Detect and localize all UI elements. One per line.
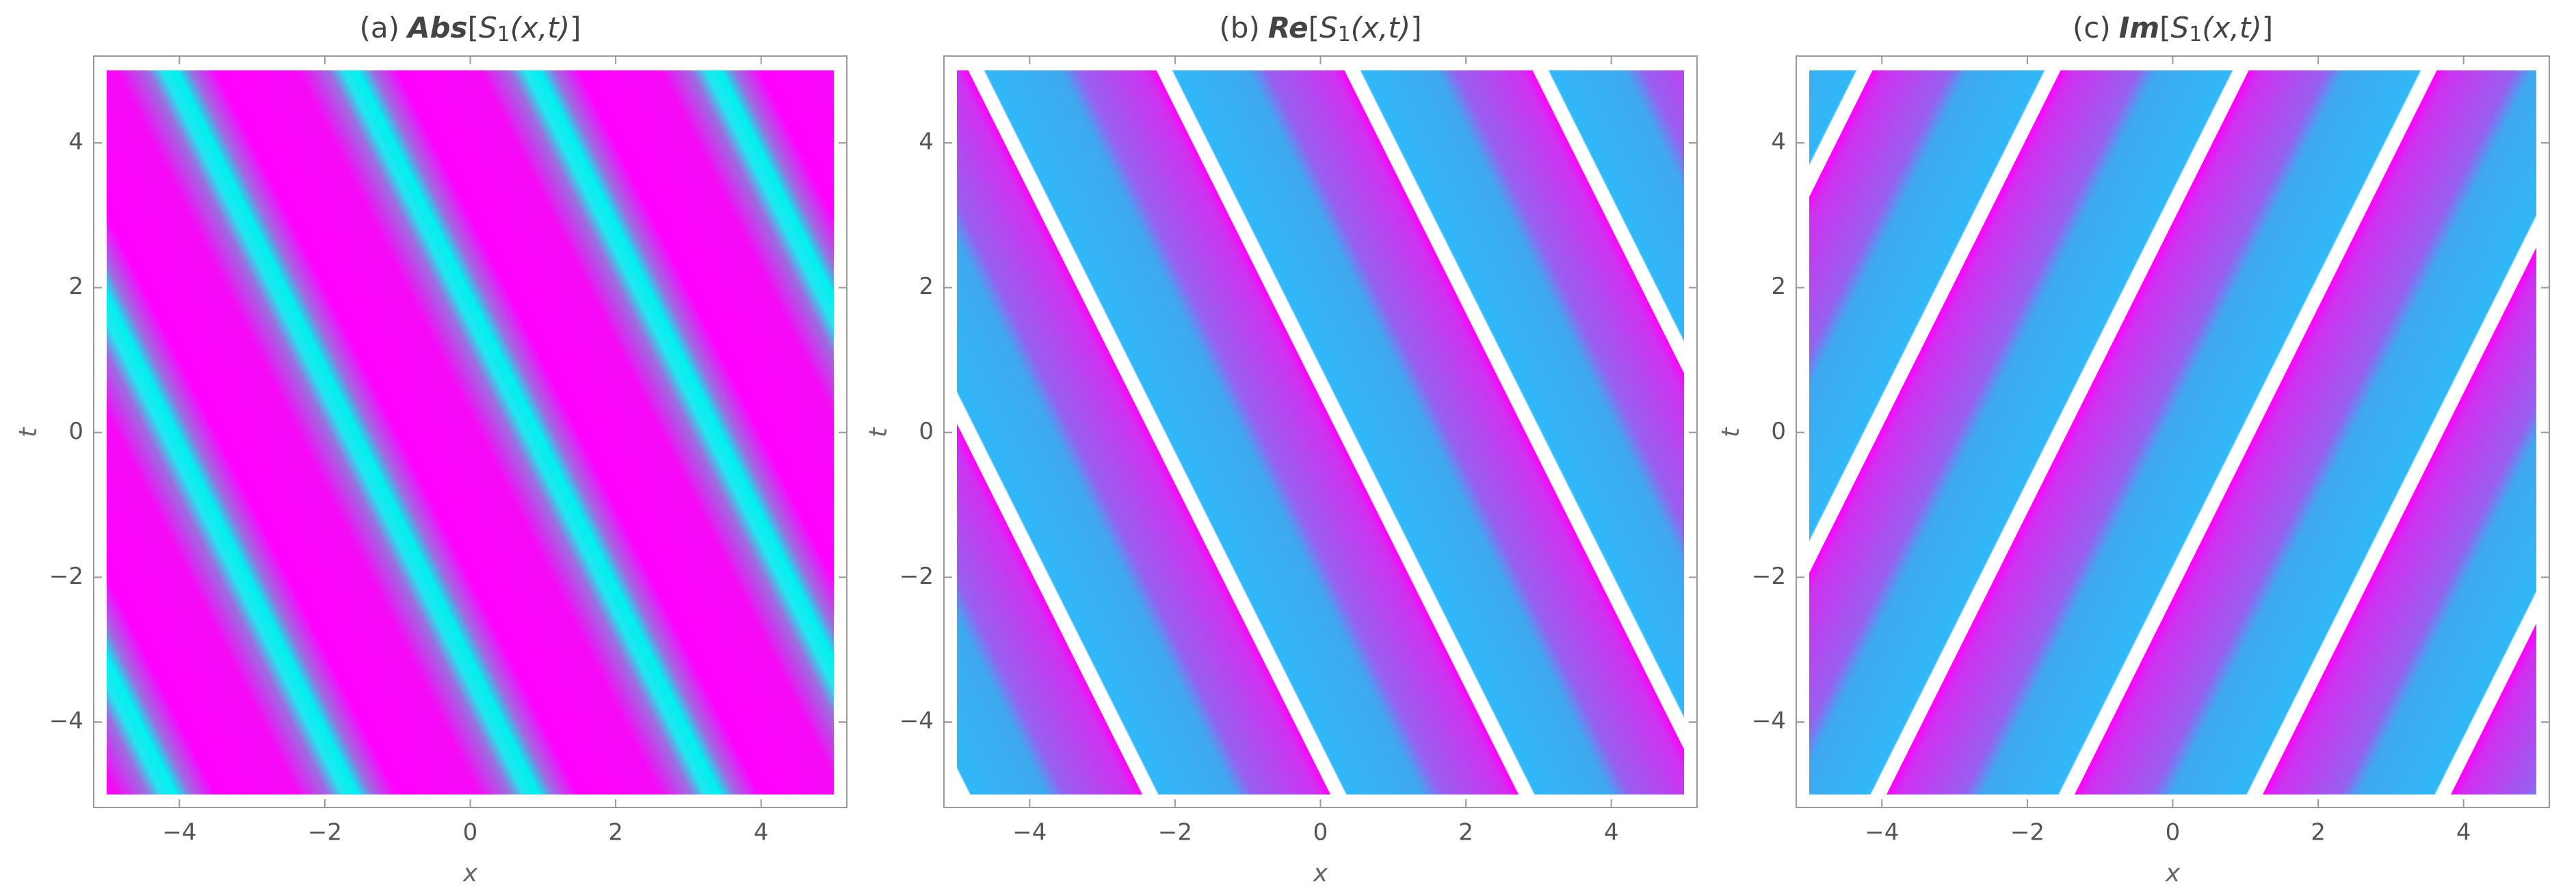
- y-tick-label: 4: [68, 128, 83, 155]
- y-tick-label: −4: [49, 708, 83, 735]
- title-label: (a): [359, 11, 399, 44]
- x-tick-label: 0: [2166, 819, 2181, 846]
- x-tick-label: 0: [463, 819, 478, 846]
- title-open: [: [2159, 11, 2170, 44]
- field: [107, 70, 834, 794]
- title-subscript: 1: [497, 23, 510, 46]
- y-tick-label: 4: [1771, 128, 1786, 155]
- x-tick-label: −4: [162, 819, 196, 846]
- x-tick-label: 4: [1604, 819, 1619, 846]
- title-operator: Abs: [406, 11, 468, 44]
- title-args: (x,t): [510, 11, 570, 44]
- panel: −4 −2 0 2 4 −4 −2 0 2 4 x t (b) Re[S1(x,t)]: [865, 11, 1698, 887]
- title-open: [: [1309, 11, 1319, 44]
- title-args: (x,t): [1351, 11, 1410, 44]
- title-symbol: S: [2171, 11, 2190, 44]
- y-axis-label: t: [1717, 427, 1745, 438]
- y-axis-label: t: [14, 427, 42, 438]
- y-tick-label: 4: [919, 128, 934, 155]
- x-tick-label: −2: [2010, 819, 2045, 846]
- title-operator: Re: [1268, 11, 1309, 44]
- title-close: ]: [1410, 11, 1421, 44]
- x-tick-label: −2: [308, 819, 342, 846]
- y-tick-label: 0: [68, 418, 83, 445]
- y-tick-label: −2: [49, 563, 83, 590]
- title-args: (x,t): [2202, 11, 2261, 44]
- x-tick-label: 4: [754, 819, 769, 846]
- x-tick-label: 4: [2456, 819, 2471, 846]
- x-tick-label: 2: [2311, 819, 2326, 846]
- title-open: [: [468, 11, 479, 44]
- y-tick-label: 2: [919, 273, 934, 300]
- title-subscript: 1: [1338, 23, 1351, 46]
- x-tick-label: 0: [1313, 819, 1328, 846]
- y-tick-label: −4: [899, 708, 934, 735]
- y-tick-label: −2: [1752, 563, 1786, 590]
- title-symbol: S: [1319, 11, 1338, 44]
- panel: −4 −2 0 2 4 −4 −2 0 2 4 x t (a) Abs[S1(x,t)]: [14, 11, 847, 887]
- x-tick-label: −4: [1012, 819, 1047, 846]
- y-axis-label: t: [865, 427, 893, 438]
- x-axis-label: x: [1313, 859, 1328, 887]
- x-tick-label: −2: [1158, 819, 1192, 846]
- y-tick-label: 0: [1771, 418, 1786, 445]
- y-tick-label: 2: [1771, 273, 1786, 300]
- field: [1809, 70, 2536, 794]
- y-tick-label: 0: [919, 418, 934, 445]
- title-operator: Im: [2119, 11, 2159, 44]
- x-tick-label: −4: [1865, 819, 1899, 846]
- x-tick-label: 2: [608, 819, 623, 846]
- panel: −4 −2 0 2 4 −4 −2 0 2 4 x t (c) Im[S1(x,t)]: [1717, 11, 2550, 887]
- title-symbol: S: [479, 11, 497, 44]
- title-label: (c): [2073, 11, 2111, 44]
- title-close: ]: [2262, 11, 2273, 44]
- x-axis-label: x: [462, 859, 478, 887]
- field: [957, 70, 1684, 794]
- chart-title: (a) Abs[S1(x,t)]: [359, 11, 581, 46]
- x-tick-label: 2: [1458, 819, 1473, 846]
- title-close: ]: [570, 11, 581, 44]
- y-tick-label: 2: [68, 273, 83, 300]
- title-label: (b): [1219, 11, 1259, 44]
- x-axis-label: x: [2165, 859, 2181, 887]
- y-tick-label: −4: [1752, 708, 1786, 735]
- title-subscript: 1: [2189, 23, 2202, 46]
- chart-title: (b) Re[S1(x,t)]: [1219, 11, 1421, 46]
- chart-title: (c) Im[S1(x,t)]: [2073, 11, 2273, 46]
- y-tick-label: −2: [899, 563, 934, 590]
